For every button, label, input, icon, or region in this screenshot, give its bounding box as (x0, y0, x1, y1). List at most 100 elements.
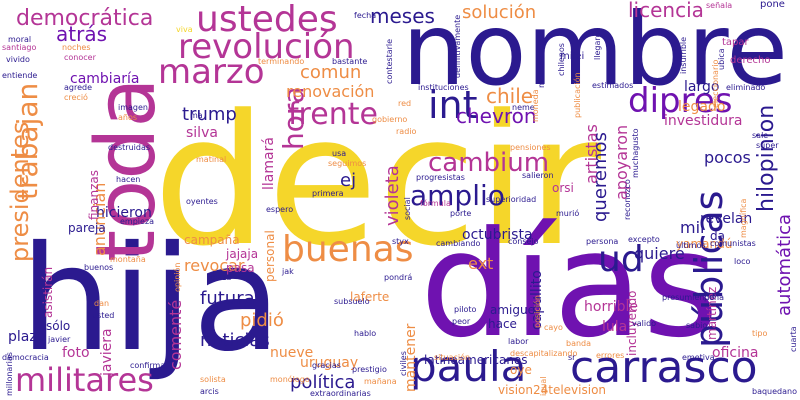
word: styx (392, 237, 409, 246)
word: usted (92, 311, 115, 320)
word: oye (510, 363, 532, 377)
word: cambiaría (70, 71, 140, 87)
word: contestarle (385, 38, 394, 84)
word: días (420, 200, 719, 370)
word: banda (566, 339, 592, 348)
word: mil (680, 218, 705, 237)
word: pareja (68, 221, 106, 235)
word: publicación (573, 72, 582, 118)
word: futura (200, 288, 255, 309)
word: presidentes (6, 121, 34, 262)
word: buenas (282, 229, 414, 270)
word: hilopinion (754, 104, 779, 212)
word: silva (186, 125, 218, 141)
word: empieza (120, 217, 155, 226)
word: entiende (2, 71, 38, 80)
word: piloto (454, 305, 477, 314)
word: horrible (584, 299, 638, 315)
word: chile (486, 84, 534, 108)
word: hija (20, 215, 282, 384)
word: social (403, 197, 412, 220)
word: nombre (402, 0, 788, 108)
word: bastante (332, 57, 368, 66)
word: valido (632, 319, 657, 328)
word: amplio (410, 179, 505, 212)
word: super (756, 141, 779, 150)
word: legado (678, 99, 726, 115)
word: últimos (676, 241, 706, 250)
word: reconozco (623, 179, 632, 220)
word: pensiones (510, 143, 551, 152)
word: peña (704, 293, 724, 302)
word: magnífica (739, 198, 748, 238)
word: llegaron (593, 27, 602, 60)
word: cambium (428, 148, 550, 178)
word: paula (410, 342, 527, 391)
word: destruidas (108, 143, 151, 152)
word: pidió (240, 310, 284, 331)
word: democrática (16, 6, 154, 31)
word: laferte (350, 290, 390, 304)
word: chevron (456, 104, 537, 128)
word: cayo (544, 323, 563, 332)
word: posición (533, 295, 542, 328)
word: terminando (258, 57, 305, 66)
word: radio (396, 127, 417, 136)
word: latinoamericanos (424, 353, 528, 367)
word: instituciones (418, 83, 469, 92)
word: sólo (46, 319, 71, 333)
word: hicieron (96, 205, 152, 221)
word: ej (340, 170, 357, 191)
word: estimados (592, 81, 634, 90)
word: orsi (552, 181, 574, 195)
word: plazo (8, 329, 46, 345)
word: viva (176, 25, 193, 34)
word: consejo (508, 237, 539, 246)
word: jak (282, 267, 294, 276)
word: progresistas (416, 173, 465, 182)
word: monólogo (270, 375, 310, 384)
word: comenté (166, 299, 185, 370)
word: sale (752, 131, 769, 140)
word: nueve (270, 345, 314, 361)
word: excepto (628, 235, 660, 244)
word: quiere (634, 244, 685, 263)
word: descapitalizando (510, 349, 578, 358)
word: chilenos (557, 43, 566, 76)
word: oyentes (186, 197, 218, 206)
word: agrede (64, 83, 93, 92)
word: insufrible (679, 36, 688, 74)
word: democracia (2, 353, 49, 362)
word: revelan (700, 211, 753, 227)
word: muchagusto (631, 128, 640, 178)
word: hacen (116, 175, 141, 184)
word: violeta (382, 165, 403, 226)
word: definitivamente (453, 14, 462, 78)
word: arcis (200, 387, 219, 396)
word: comunistas (710, 239, 756, 248)
word: asistirán (41, 266, 55, 318)
word: persona (586, 237, 619, 246)
word: civiles (399, 351, 408, 376)
word: uruguay (300, 355, 359, 371)
word: finanzas (87, 169, 101, 220)
word: superioridad (486, 195, 537, 204)
word: emotiva (682, 353, 715, 362)
word: neme (512, 103, 535, 112)
word: int (428, 83, 478, 127)
word: prestigio (352, 365, 387, 374)
word: pasa (226, 261, 255, 275)
word: pondrá (384, 273, 413, 282)
word: amigue (490, 303, 535, 317)
word: moneda (531, 89, 540, 122)
word: fecha (354, 11, 377, 20)
word: gobierno (372, 115, 408, 124)
word: moneda (537, 55, 546, 88)
word: conocer (64, 53, 96, 62)
word: solución (462, 2, 537, 23)
word: matinal (196, 155, 227, 164)
word: sabio (686, 321, 708, 330)
word: solista (200, 375, 226, 384)
word: frente (288, 97, 378, 132)
word: sr (568, 353, 576, 362)
